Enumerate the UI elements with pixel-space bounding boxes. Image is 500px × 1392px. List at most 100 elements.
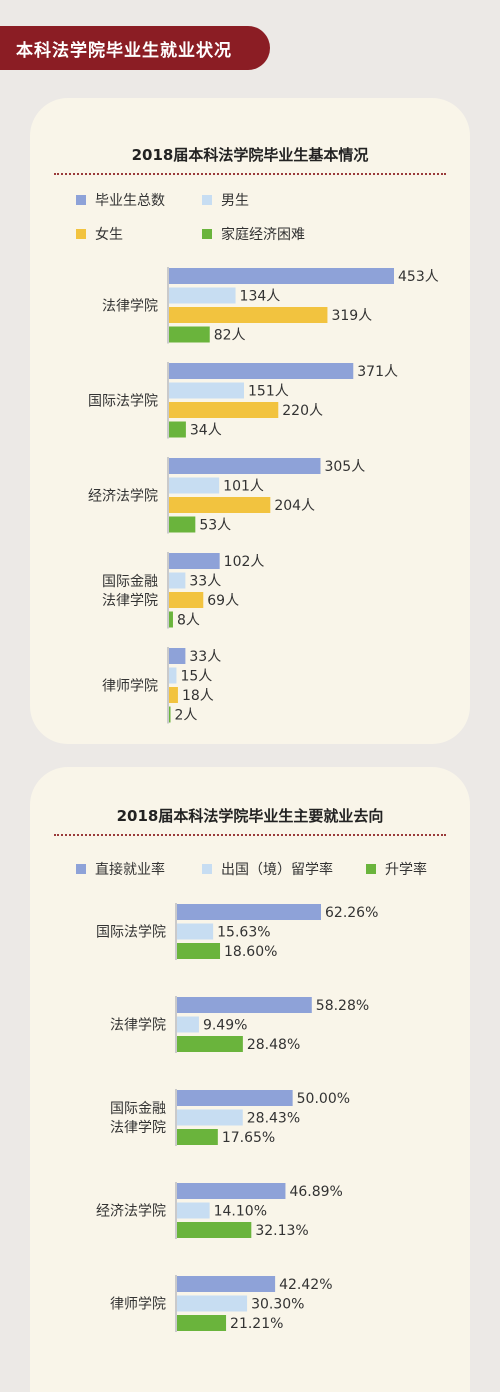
bar-b-1	[169, 382, 244, 399]
data-label: 28.43%	[247, 1111, 300, 1127]
legend-item-female: 女生	[76, 224, 123, 244]
category-label: 经济法学院	[88, 488, 158, 504]
data-label: 14.10%	[214, 1204, 267, 1220]
data-label: 18.60%	[224, 944, 277, 960]
category-label: 律师学院	[102, 678, 158, 694]
bar-b-2	[177, 1109, 243, 1126]
data-label: 82人	[214, 328, 246, 344]
bar-a-0	[169, 268, 394, 284]
data-label: 30.30%	[251, 1297, 304, 1313]
data-label: 101人	[223, 479, 264, 495]
legend-swatch	[202, 229, 212, 239]
data-label: 58.28%	[316, 998, 369, 1014]
data-label: 15.63%	[217, 925, 270, 941]
bar-c-3	[177, 1222, 252, 1238]
data-label: 453人	[398, 269, 439, 285]
bar-b-0	[177, 923, 214, 940]
category-label: 律师学院	[110, 1297, 166, 1313]
legend-item-male: 男生	[202, 190, 249, 210]
legend-label: 直接就业率	[95, 862, 165, 878]
bar-a-0	[177, 904, 321, 920]
bar-b-1	[177, 1016, 199, 1033]
data-label: 204人	[274, 498, 315, 514]
data-label: 42.42%	[279, 1277, 332, 1293]
bar-c-2	[177, 1129, 218, 1145]
legend-label: 升学率	[385, 862, 427, 878]
data-label: 50.00%	[297, 1091, 350, 1107]
data-label: 151人	[248, 384, 289, 400]
legend-label: 毕业生总数	[95, 193, 165, 209]
category-label: 国际法学院	[88, 393, 158, 409]
data-label: 2人	[175, 708, 198, 724]
bar-c-0	[169, 307, 328, 323]
bar-d-0	[169, 326, 210, 343]
bar-b-3	[169, 572, 186, 589]
category-label: 国际金融	[102, 574, 158, 590]
data-label: 33人	[189, 574, 221, 590]
bar-c-1	[177, 1036, 243, 1052]
bar-a-2	[169, 458, 321, 474]
legend-swatch	[366, 864, 376, 874]
data-label: 305人	[324, 459, 365, 475]
legend-item-total: 毕业生总数	[76, 190, 165, 210]
legend-item-further-study: 升学率	[366, 859, 427, 879]
legend-swatch	[76, 229, 86, 239]
bar-b-0	[169, 287, 236, 304]
data-label: 8人	[177, 613, 200, 629]
bar-d-1	[169, 421, 186, 438]
divider	[54, 834, 446, 836]
legend-label: 出国（境）留学率	[221, 862, 333, 878]
category-label: 国际金融	[110, 1101, 166, 1117]
chart-card-employment: 2018届本科法学院毕业生主要就业去向 直接就业率 出国（境）留学率 升学率 国…	[30, 767, 470, 1392]
bar-a-3	[169, 553, 220, 569]
data-label: 9.49%	[203, 1018, 247, 1034]
category-label: 法律学院	[110, 1120, 166, 1136]
legend-swatch	[202, 195, 212, 205]
bar-c-3	[169, 592, 204, 608]
legend-label: 男生	[221, 193, 249, 209]
bar-b-4	[169, 667, 177, 684]
bar-c-0	[177, 943, 221, 959]
data-label: 15人	[180, 669, 212, 685]
bar-c-1	[169, 402, 279, 418]
category-label: 经济法学院	[96, 1204, 166, 1220]
data-label: 134人	[240, 289, 281, 305]
bar-b-2	[169, 477, 220, 494]
data-label: 53人	[199, 518, 231, 534]
legend-swatch	[76, 864, 86, 874]
chart-title: 2018届本科法学院毕业生主要就业去向	[116, 807, 384, 825]
bar-c-2	[169, 497, 271, 513]
legend-item-direct: 直接就业率	[76, 859, 165, 879]
data-label: 28.48%	[247, 1037, 300, 1053]
bar-a-2	[177, 1090, 293, 1106]
legend-label: 女生	[95, 227, 123, 243]
data-label: 32.13%	[255, 1223, 308, 1239]
data-label: 18人	[182, 688, 214, 704]
bar-c-4	[177, 1315, 227, 1331]
bar-a-1	[177, 997, 312, 1013]
legend-swatch	[202, 864, 212, 874]
data-label: 319人	[331, 308, 372, 324]
bar-d-2	[169, 516, 196, 533]
legend-swatch	[76, 195, 86, 205]
bar-c-4	[169, 687, 178, 703]
data-label: 34人	[190, 423, 222, 439]
data-label: 46.89%	[289, 1184, 342, 1200]
chart-title: 2018届本科法学院毕业生基本情况	[131, 146, 369, 164]
legend-label: 家庭经济困难	[221, 227, 305, 243]
category-label: 法律学院	[110, 1018, 166, 1034]
chart-card-basic: 2018届本科法学院毕业生基本情况 毕业生总数 男生 女生 家庭经济困难 法律学…	[30, 98, 470, 744]
data-label: 62.26%	[325, 905, 378, 921]
data-label: 69人	[207, 593, 239, 609]
data-label: 102人	[224, 554, 265, 570]
bar-b-4	[177, 1295, 248, 1312]
bar-a-4	[177, 1276, 276, 1292]
data-label: 220人	[282, 403, 323, 419]
category-label: 法律学院	[102, 298, 158, 314]
data-label: 17.65%	[222, 1130, 275, 1146]
data-label: 21.21%	[230, 1316, 283, 1332]
bar-b-3	[177, 1202, 210, 1219]
page-title-banner: 本科法学院毕业生就业状况	[0, 26, 270, 70]
category-label: 法律学院	[102, 593, 158, 609]
